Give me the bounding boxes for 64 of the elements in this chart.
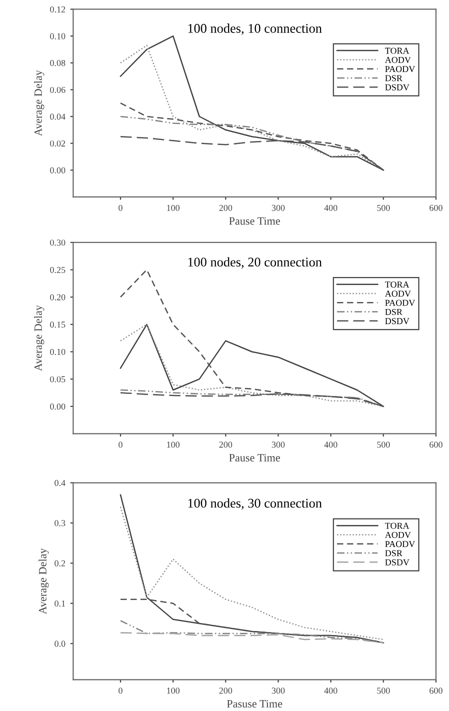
text: 100 nodes, 20 connection [188,257,322,268]
legend-label: DSR [385,308,402,316]
x-tick-label: 600 [430,204,442,211]
x-axis-title: Pasuse Time [226,700,282,708]
x-tick-label: 400 [324,442,338,448]
x-tick-label: 400 [324,204,338,211]
legend-label: TORA [385,48,410,54]
x-axis-title: Pause Time [229,454,280,462]
x-tick-label: 0 [118,204,122,211]
x-tick-label: 300 [272,442,285,448]
y-tick-label: 0.06 [50,86,66,93]
y-tick-label: 0.3 [54,520,66,526]
y-tick-label: 0.30 [50,240,66,246]
legend-label: DSR [385,550,402,556]
legend-label: AODV [384,56,411,63]
y-tick-label: 0.20 [50,294,66,300]
y-tick-label: 0.15 [50,322,66,328]
x-tick-label: 100 [167,688,180,694]
x-tick-label: 600 [430,442,442,448]
x-tick-label: 300 [272,688,285,694]
y-tick-label: 0.10 [50,33,66,40]
y-axis-title: Average Delay [34,70,44,136]
x-tick-label: 200 [219,688,232,694]
x-tick-label: 0 [118,442,122,448]
y-tick-label: 0.0 [54,640,66,647]
text: 100 nodes, 10 connection [188,24,322,35]
y-tick-label: 0.00 [50,167,66,174]
legend-label: AODV [384,290,411,297]
x-tick-label: 200 [219,442,232,448]
legend-label: DSDV [385,318,410,324]
y-tick-label: 0.25 [50,266,66,274]
y-axis-title: Average Delay [38,548,49,614]
y-tick-label: 0.04 [50,114,66,120]
text: 100 nodes, 30 connection [188,498,322,510]
legend-label: PAODV [385,541,416,548]
y-axis-title: Average Delay [34,305,44,372]
y-tick-label: 0.08 [50,60,66,66]
legend-label: DSR [385,75,402,82]
x-tick-label: 500 [377,442,390,448]
y-tick-label: 0.02 [50,140,66,147]
legend-label: DSDV [385,559,410,566]
x-tick-label: 0 [118,688,122,694]
legend-label: TORA [385,282,410,288]
x-tick-label: 100 [167,442,180,448]
y-tick-label: 0.00 [50,404,66,410]
y-tick-label: 0.12 [50,6,66,13]
x-tick-label: 200 [219,204,232,211]
x-tick-label: 100 [167,204,180,211]
y-tick-label: 0.10 [50,348,66,355]
x-tick-label: 300 [272,204,285,211]
y-tick-label: 0.4 [54,480,66,486]
y-tick-label: 0.1 [54,600,66,607]
x-tick-label: 600 [430,688,442,694]
legend-label: PAODV [385,66,416,72]
y-tick-label: 0.2 [54,560,66,566]
x-tick-label: 500 [377,688,390,694]
x-axis-title: Pause Time [229,217,280,225]
legend-label: DSDV [385,84,410,90]
legend-label: TORA [385,522,410,529]
legend-label: AODV [384,532,411,538]
x-tick-label: 500 [377,204,390,211]
legend-label: PAODV [385,300,416,306]
y-tick-label: 0.05 [50,376,66,382]
x-tick-label: 400 [324,688,338,694]
